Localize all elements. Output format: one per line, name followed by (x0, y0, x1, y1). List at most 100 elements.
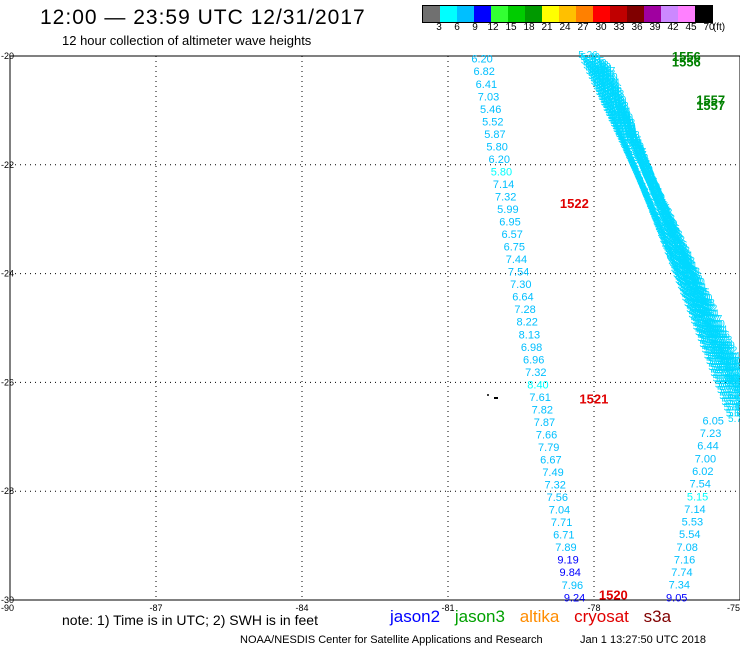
swath-value: 5.67 (723, 391, 740, 402)
swath-value: 5.50 (705, 319, 725, 330)
swath-value: 5.73 (607, 111, 627, 122)
swath-value: 5.69 (658, 219, 678, 230)
swath-value: 5.45 (651, 211, 671, 222)
swath-value: 5.77 (697, 313, 717, 324)
wave-height-value: 7.04 (549, 505, 570, 517)
swath-value: 4.88 (677, 265, 697, 276)
swath-value: 6.01 (675, 260, 695, 271)
legend-label: 6 (454, 22, 460, 33)
swath-value: 5.76 (666, 239, 686, 250)
swath-value: 5.67 (632, 164, 652, 175)
legend-label: 36 (631, 22, 643, 33)
swath-value: 5.38 (625, 148, 645, 159)
longitude-label: -84 (295, 603, 308, 613)
swath-value: 4.94 (662, 240, 682, 251)
swath-value: 5.77 (596, 66, 616, 77)
swath-value: 5.66 (604, 103, 624, 114)
swath-value: 5.49 (641, 185, 661, 196)
swath-value: 5.84 (702, 324, 722, 335)
swath-value: 5.49 (642, 187, 662, 198)
swath-value: 5.45 (654, 217, 674, 228)
swath-value: 5.44 (716, 352, 736, 363)
swath-value: 4.94 (666, 245, 686, 256)
swath-value: 5.66 (603, 90, 623, 101)
swath-value: 5.92 (592, 72, 612, 83)
legend-swatch (542, 6, 559, 22)
latitude-label: -28 (1, 486, 14, 496)
longitude-label: -81 (441, 603, 454, 613)
swath-value: 5.26 (671, 263, 691, 274)
swath-value: 4.88 (672, 262, 692, 273)
swath-value: 5.77 (598, 89, 618, 100)
swath-value: 5.77 (699, 314, 719, 325)
swath-value: 5.60 (726, 408, 740, 419)
swath-value: 5.71 (728, 367, 740, 378)
swath-value: 5.50 (697, 318, 717, 329)
wave-height-value: 6.41 (476, 79, 497, 91)
swath-value: 5.45 (656, 220, 676, 231)
swath-value: 5.65 (651, 203, 671, 214)
swath-value: 5.28 (675, 256, 695, 267)
swath-value: 5.55 (626, 151, 646, 162)
swath-value: 4.94 (664, 244, 684, 255)
swath-value: 5.59 (609, 111, 629, 122)
swath-value: 5.84 (706, 325, 726, 336)
swath-value: 5.79 (728, 385, 740, 396)
wave-height-value: 6.98 (521, 342, 542, 354)
swath-value: 5.28 (667, 249, 687, 260)
swath-value: 5.78 (647, 199, 667, 210)
wave-height-value: 7.89 (555, 542, 576, 554)
swath-value: 5.59 (707, 341, 727, 352)
swath-value: 5.84 (708, 324, 728, 335)
wave-height-value: 6.75 (504, 242, 525, 254)
swath-value: 5.60 (639, 180, 659, 191)
swath-value: 5.49 (644, 191, 664, 202)
swath-value: 5.44 (611, 107, 631, 118)
wave-height-value: 7.34 (669, 580, 690, 592)
swath-value: 5.55 (677, 281, 697, 292)
swath-value: 5.77 (596, 73, 616, 84)
swath-value: 5.66 (702, 330, 722, 341)
swath-value: 5.57 (652, 207, 672, 218)
wave-height-value: 6.71 (553, 530, 574, 542)
swath-value: 5.59 (610, 116, 630, 127)
wave-height-value: 7.32 (495, 191, 516, 203)
swath-value: 5.45 (653, 215, 673, 226)
swath-value: 5.82 (612, 121, 632, 132)
swath-value: 5.69 (651, 209, 671, 220)
swath-value: 5.74 (636, 173, 656, 184)
swath-value: 5.71 (719, 368, 739, 379)
swath-value: 5.74 (637, 175, 657, 186)
swath-value: 5.38 (713, 374, 733, 385)
swath-value: 5.83 (660, 227, 680, 238)
swath-value: 5.55 (721, 380, 740, 391)
swath-value: 5.78 (647, 202, 667, 213)
swath-value: 6.01 (670, 256, 690, 267)
swath-value: 4.94 (667, 246, 687, 257)
swath-value: 5.44 (615, 127, 635, 138)
swath-value: 5.92 (696, 303, 716, 314)
swath-value: 5.84 (601, 85, 621, 96)
swath-value: 5.92 (592, 66, 612, 77)
swath-value: 5.69 (654, 215, 674, 226)
swath-value: 5.62 (656, 225, 676, 236)
swath-value: 5.86 (728, 402, 740, 413)
swath-value: 5.92 (592, 69, 612, 80)
swath-value: 5.48 (590, 73, 610, 84)
swath-value: 5.73 (606, 102, 626, 113)
swath-value: 5.73 (605, 89, 625, 100)
swath-value: 5.61 (678, 278, 698, 289)
swath-value: 5.63 (725, 361, 740, 372)
swath-value: 5.71 (618, 127, 638, 138)
legend-label: 42 (667, 22, 679, 33)
swath-value: 5.40 (682, 276, 702, 287)
wave-height-value: 5.80 (486, 141, 507, 153)
graticule-lines (10, 56, 740, 600)
wave-height-value: 5.99 (497, 204, 518, 216)
swath-value: 5.69 (657, 218, 677, 229)
swath-value: 5.26 (676, 269, 696, 280)
swath-value: 5.81 (642, 187, 662, 198)
swath-value: 5.69 (653, 213, 673, 224)
legend-label: 18 (523, 22, 535, 33)
swath-value: 5.53 (663, 239, 683, 250)
